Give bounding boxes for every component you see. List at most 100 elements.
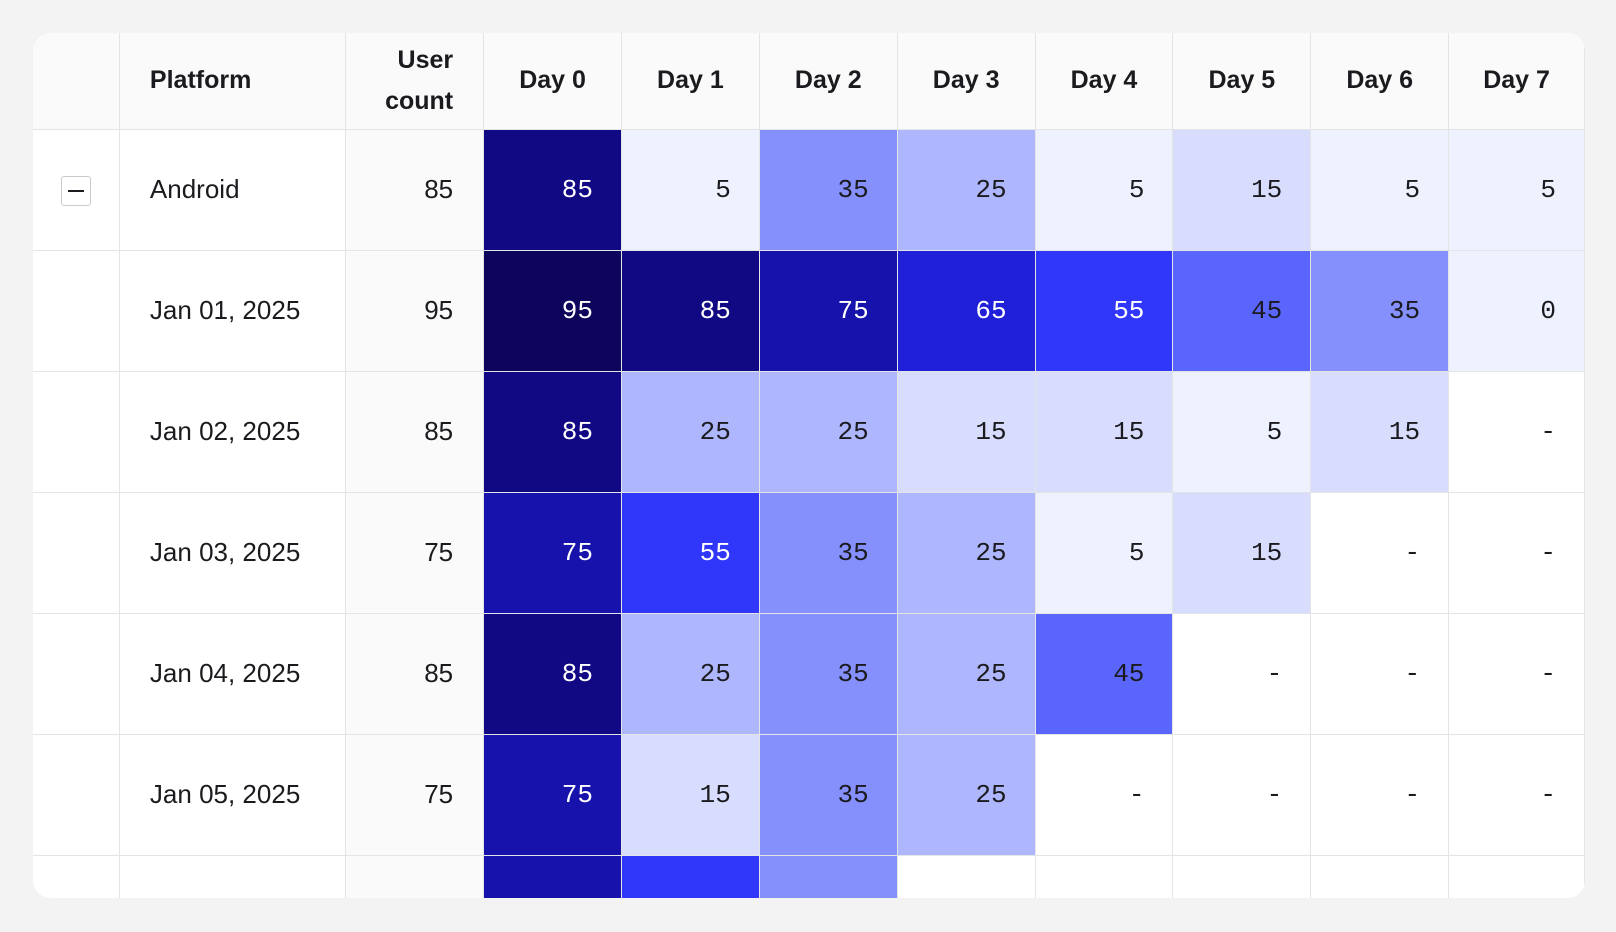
retention-cell-day-3: 25 xyxy=(897,129,1036,251)
retention-cell-day-0: 85 xyxy=(483,371,622,493)
retention-cell-day-6 xyxy=(1310,855,1450,898)
retention-cell-day-1: 25 xyxy=(621,371,760,493)
retention-cell-day-1: 15 xyxy=(621,734,760,856)
row-user-count: 95 xyxy=(345,250,485,372)
header-day-6[interactable]: Day 6 xyxy=(1310,33,1450,130)
header-user-count-line1: User xyxy=(397,45,454,74)
table-row: Jan 02, 2025 85 85 25 25 15 15 5 15- xyxy=(33,371,1585,493)
row-label: Android xyxy=(119,129,347,251)
table-row: Jan 01, 2025 95 95 85 75 65 55 45 35 0 xyxy=(33,250,1585,372)
retention-cell-day-1 xyxy=(621,855,760,898)
retention-table-card: Platform User count Day 0 Day 1 Day 2 Da… xyxy=(33,33,1585,898)
minus-square-icon[interactable] xyxy=(60,175,91,206)
retention-cell-day-1: 85 xyxy=(621,250,760,372)
row-expander xyxy=(33,734,120,856)
retention-cell-day-6: 5 xyxy=(1310,129,1450,251)
row-label: Jan 05, 2025 xyxy=(119,734,347,856)
row-label xyxy=(119,855,347,898)
retention-cell-day-3: 65 xyxy=(897,250,1036,372)
row-expander[interactable] xyxy=(33,129,120,251)
table-row: Jan 04, 2025 85 85 25 35 25 45- - - xyxy=(33,613,1585,735)
row-label: Jan 03, 2025 xyxy=(119,492,347,614)
retention-cell-day-3 xyxy=(897,855,1036,898)
retention-cell-day-5: - xyxy=(1172,613,1312,735)
retention-cell-day-1: 25 xyxy=(621,613,760,735)
retention-cell-day-5: 15 xyxy=(1172,129,1312,251)
retention-cell-day-4: 5 xyxy=(1035,492,1174,614)
group-row: Android 85 85 5 35 25 5 15 5 5 xyxy=(33,129,1585,251)
header-day-5[interactable]: Day 5 xyxy=(1172,33,1312,130)
row-expander xyxy=(33,492,120,614)
retention-cell-day-5: 5 xyxy=(1172,371,1312,493)
table-row: Jan 03, 2025 75 75 55 35 25 5 15- - xyxy=(33,492,1585,614)
row-user-count: 75 xyxy=(345,734,485,856)
cohort-retention-table: Platform User count Day 0 Day 1 Day 2 Da… xyxy=(33,33,1585,898)
retention-cell-day-3: 25 xyxy=(897,734,1036,856)
retention-cell-day-4: 5 xyxy=(1035,129,1174,251)
row-user-count: 85 xyxy=(345,371,485,493)
retention-cell-day-6: - xyxy=(1310,613,1450,735)
header-day-7[interactable]: Day 7 xyxy=(1448,33,1585,130)
header-day-4[interactable]: Day 4 xyxy=(1035,33,1174,130)
header-user-count[interactable]: User count xyxy=(345,33,485,130)
row-user-count: 85 xyxy=(345,129,485,251)
header-day-2[interactable]: Day 2 xyxy=(759,33,898,130)
retention-cell-day-6: - xyxy=(1310,734,1450,856)
retention-cell-day-4 xyxy=(1035,855,1174,898)
table-row: Jan 05, 2025 75 75 15 35 25- - - - xyxy=(33,734,1585,856)
header-day-3[interactable]: Day 3 xyxy=(897,33,1036,130)
retention-cell-day-7: - xyxy=(1448,371,1585,493)
retention-cell-day-3: 15 xyxy=(897,371,1036,493)
retention-cell-day-2: 75 xyxy=(759,250,898,372)
retention-cell-day-0: 75 xyxy=(483,734,622,856)
retention-cell-day-1: 55 xyxy=(621,492,760,614)
retention-cell-day-0: 85 xyxy=(483,613,622,735)
retention-cell-day-5: 15 xyxy=(1172,492,1312,614)
table-row-partial xyxy=(33,855,1585,898)
retention-cell-day-4: 45 xyxy=(1035,613,1174,735)
row-user-count: 75 xyxy=(345,492,485,614)
retention-cell-day-5: 45 xyxy=(1172,250,1312,372)
header-platform[interactable]: Platform xyxy=(119,33,347,130)
retention-cell-day-2: 25 xyxy=(759,371,898,493)
table-body: Android 85 85 5 35 25 5 15 5 5 Jan 01, 2025 95 95 85 7… xyxy=(33,129,1585,898)
row-expander xyxy=(33,855,120,898)
row-expander xyxy=(33,371,120,493)
retention-cell-day-2 xyxy=(759,855,898,898)
row-expander xyxy=(33,613,120,735)
retention-cell-day-0: 85 xyxy=(483,129,622,251)
retention-cell-day-0 xyxy=(483,855,622,898)
retention-cell-day-7: - xyxy=(1448,492,1585,614)
retention-cell-day-7: 5 xyxy=(1448,129,1585,251)
row-label: Jan 01, 2025 xyxy=(119,250,347,372)
retention-cell-day-7: 0 xyxy=(1448,250,1585,372)
retention-cell-day-7: - xyxy=(1448,734,1585,856)
retention-cell-day-0: 95 xyxy=(483,250,622,372)
retention-cell-day-6: 15 xyxy=(1310,371,1450,493)
row-user-count: 85 xyxy=(345,613,485,735)
retention-cell-day-4: 15 xyxy=(1035,371,1174,493)
row-expander xyxy=(33,250,120,372)
row-user-count xyxy=(345,855,485,898)
retention-cell-day-3: 25 xyxy=(897,492,1036,614)
retention-cell-day-3: 25 xyxy=(897,613,1036,735)
retention-cell-day-7: - xyxy=(1448,613,1585,735)
retention-cell-day-4: - xyxy=(1035,734,1174,856)
retention-cell-day-5: - xyxy=(1172,734,1312,856)
retention-cell-day-4: 55 xyxy=(1035,250,1174,372)
retention-cell-day-5 xyxy=(1172,855,1312,898)
retention-cell-day-1: 5 xyxy=(621,129,760,251)
row-label: Jan 04, 2025 xyxy=(119,613,347,735)
retention-cell-day-6: 35 xyxy=(1310,250,1450,372)
retention-cell-day-2: 35 xyxy=(759,492,898,614)
retention-cell-day-2: 35 xyxy=(759,734,898,856)
retention-cell-day-7 xyxy=(1448,855,1585,898)
header-expander xyxy=(33,33,120,130)
retention-cell-day-6: - xyxy=(1310,492,1450,614)
retention-cell-day-0: 75 xyxy=(483,492,622,614)
header-day-1[interactable]: Day 1 xyxy=(621,33,760,130)
header-row: Platform User count Day 0 Day 1 Day 2 Da… xyxy=(33,33,1585,130)
header-day-0[interactable]: Day 0 xyxy=(483,33,622,130)
retention-cell-day-2: 35 xyxy=(759,129,898,251)
retention-cell-day-2: 35 xyxy=(759,613,898,735)
